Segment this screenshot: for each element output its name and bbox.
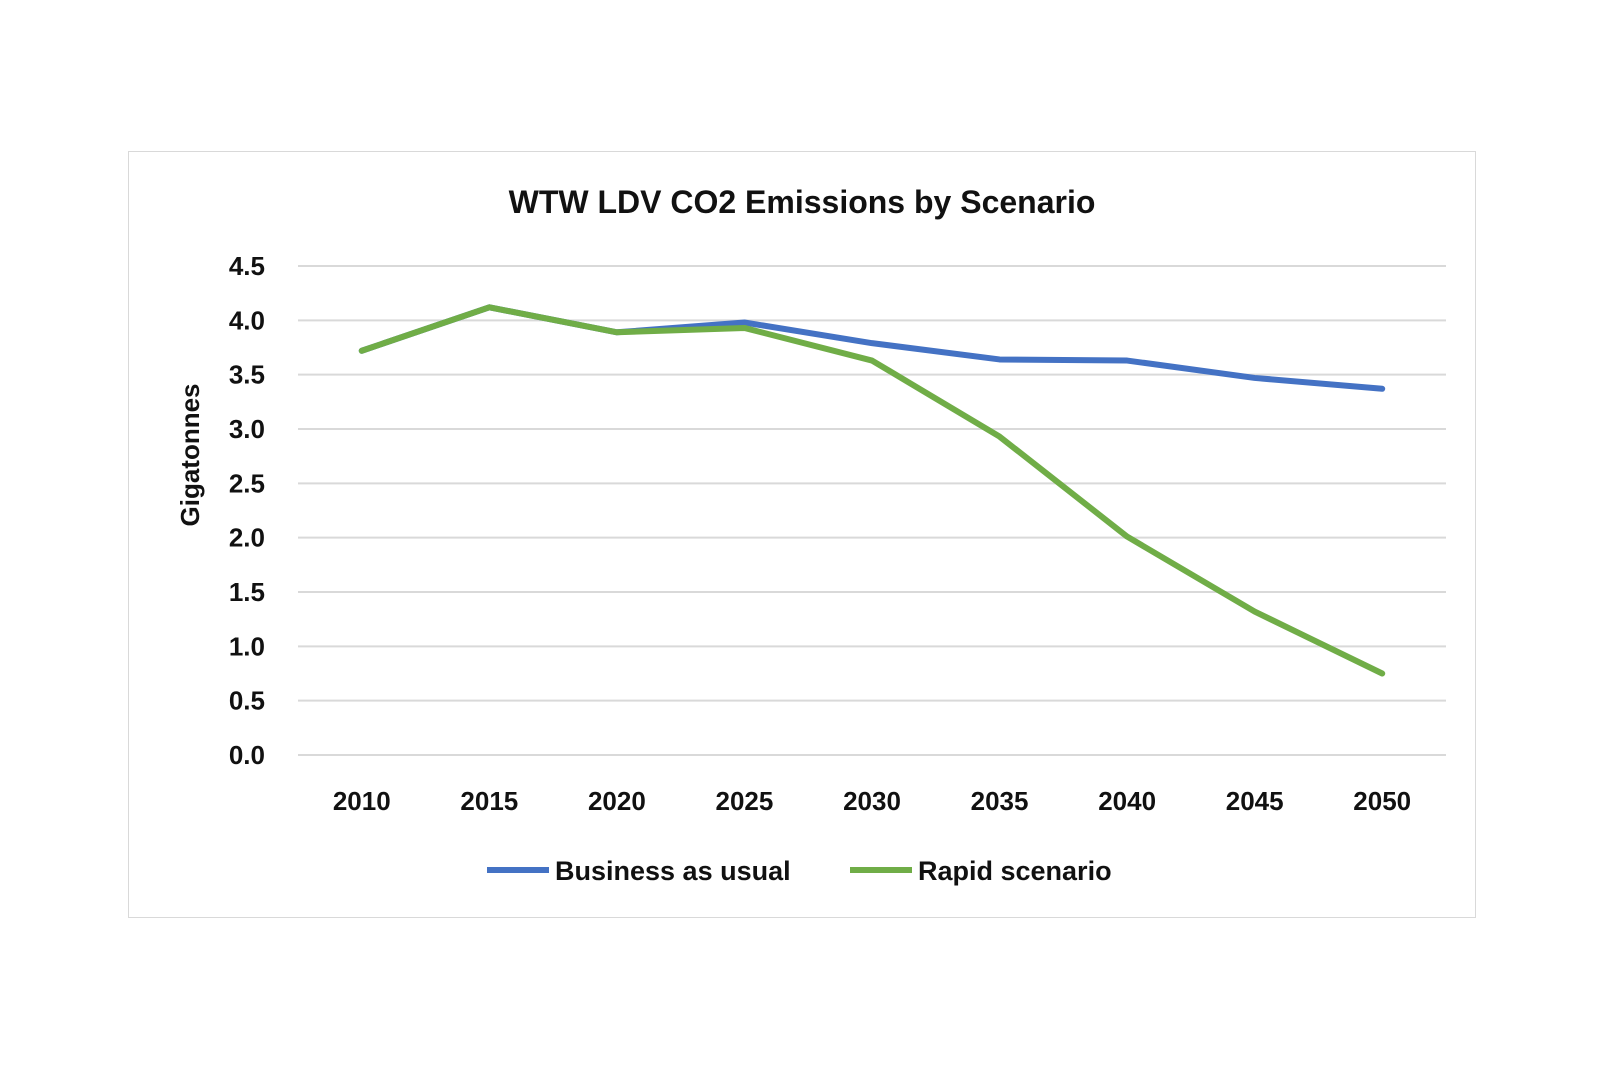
y-tick-label: 2.5 (229, 468, 265, 498)
y-tick-label: 1.5 (229, 577, 265, 607)
legend-item[interactable]: Rapid scenario (850, 856, 1112, 886)
y-axis-label: Gigatonnes (175, 383, 205, 526)
x-tick-label: 2045 (1226, 786, 1284, 816)
x-tick-label: 2020 (588, 786, 646, 816)
x-tick-label: 2030 (843, 786, 901, 816)
y-tick-label: 4.0 (229, 305, 265, 335)
y-tick-label: 4.5 (229, 251, 265, 281)
legend-label: Rapid scenario (918, 856, 1112, 886)
chart-frame (128, 151, 1476, 918)
chart-title: WTW LDV CO2 Emissions by Scenario (509, 184, 1096, 220)
y-tick-label: 2.0 (229, 523, 265, 553)
x-tick-label: 2050 (1353, 786, 1411, 816)
x-tick-label: 2035 (971, 786, 1029, 816)
y-tick-label: 1.0 (229, 631, 265, 661)
x-tick-label: 2010 (333, 786, 391, 816)
x-tick-label: 2025 (716, 786, 774, 816)
series-line-rapid-scenario (358, 304, 1386, 677)
x-tick-label: 2040 (1098, 786, 1156, 816)
y-tick-label: 0.5 (229, 686, 265, 716)
legend-item[interactable]: Business as usual (487, 856, 791, 886)
y-tick-label: 0.0 (229, 740, 265, 770)
y-tick-label: 3.0 (229, 414, 265, 444)
x-tick-label: 2015 (460, 786, 518, 816)
y-tick-label: 3.5 (229, 360, 265, 390)
legend-label: Business as usual (555, 856, 791, 886)
